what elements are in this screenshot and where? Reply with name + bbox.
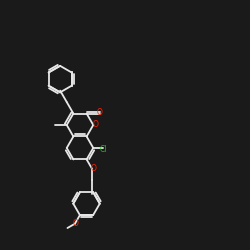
Text: O: O (97, 108, 103, 117)
Text: O: O (90, 164, 96, 173)
Text: O: O (93, 120, 99, 129)
Text: O: O (73, 219, 78, 228)
Text: Cl: Cl (100, 145, 107, 154)
